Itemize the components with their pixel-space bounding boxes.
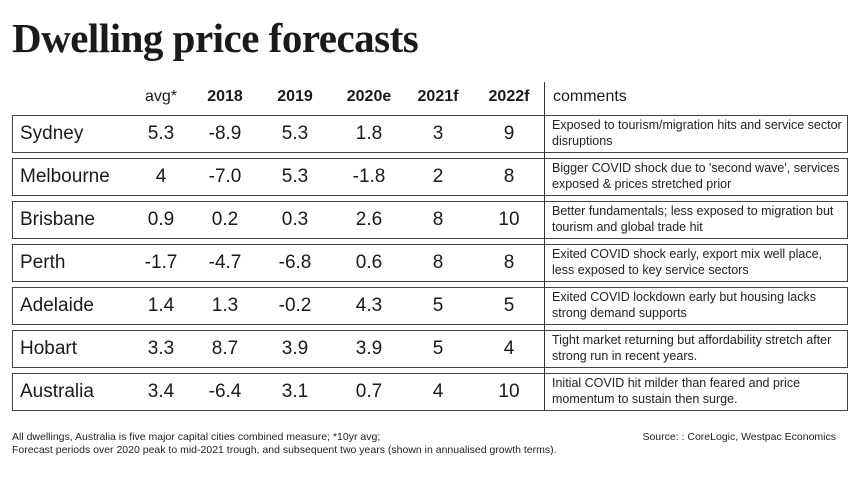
- table-row: Brisbane 0.9 0.2 0.3 2.6 8 10 Better fundamenta…: [12, 201, 848, 244]
- row-border: [12, 287, 848, 325]
- cell-city: Brisbane: [20, 209, 95, 230]
- cell-city: Australia: [20, 381, 94, 402]
- cell-city: Melbourne: [20, 166, 110, 187]
- cell-2019: 3.1: [281, 381, 309, 402]
- cell-comment: Exited COVID lockdown early but housing …: [552, 290, 817, 320]
- cell-comment: Exited COVID shock early, export mix wel…: [552, 247, 823, 277]
- cell-comment: Better fundamentals; less exposed to mig…: [552, 204, 834, 234]
- cell-comment: Tight market returning but affordability…: [552, 333, 832, 363]
- cell-2018: 8.7: [211, 338, 239, 359]
- header-2020e: 2020e: [346, 88, 392, 105]
- cell-comment: Bigger COVID shock due to 'second wave',…: [552, 161, 840, 191]
- table-row: Sydney 5.3 -8.9 5.3 1.8 3 9 Exposed to tourism/…: [12, 115, 848, 158]
- row-border: [12, 244, 848, 282]
- cell-2019: 5.3: [281, 123, 309, 144]
- cell-2018: -6.4: [208, 381, 242, 402]
- cell-2019: -6.8: [278, 252, 312, 273]
- cell-avg: 1.4: [147, 295, 175, 316]
- cell-2020e: 1.8: [355, 123, 383, 144]
- cell-2022f: 10: [498, 381, 520, 402]
- cell-avg: 3.3: [147, 338, 175, 359]
- cell-avg: 5.3: [147, 123, 175, 144]
- table-row: Adelaide 1.4 1.3 -0.2 4.3 5 5 Exited COVID lock…: [12, 287, 848, 330]
- row-border: [12, 330, 848, 368]
- cell-2021f: 3: [432, 123, 444, 144]
- footnote: All dwellings, Australia is five major c…: [12, 431, 557, 457]
- table-row: Melbourne 4 -7.0 5.3 -1.8 2 8 Bigger COVID shoc…: [12, 158, 848, 201]
- cell-city: Perth: [20, 252, 66, 273]
- cell-city: Adelaide: [20, 295, 94, 316]
- header-2022f: 2022f: [488, 88, 530, 105]
- cell-2021f: 5: [432, 295, 444, 316]
- header-avg: avg*: [144, 88, 178, 105]
- cell-city: Hobart: [20, 338, 78, 359]
- cell-2020e: 4.3: [355, 295, 383, 316]
- cell-2020e: -1.8: [352, 166, 386, 187]
- header-comments: comments: [553, 88, 627, 105]
- cell-2022f: 5: [503, 295, 515, 316]
- cell-2020e: 3.9: [355, 338, 383, 359]
- cell-avg: -1.7: [144, 252, 178, 273]
- cell-comment: Exposed to tourism/migration hits and se…: [552, 118, 842, 148]
- cell-2021f: 4: [432, 381, 444, 402]
- page-title: Dwelling price forecasts: [12, 15, 419, 61]
- cell-2019: -0.2: [278, 295, 312, 316]
- header-2019: 2019: [277, 88, 313, 105]
- cell-2019: 5.3: [281, 166, 309, 187]
- table-row: Australia 3.4 -6.4 3.1 0.7 4 10 Initial COVID h…: [12, 373, 848, 416]
- cell-2021f: 2: [432, 166, 444, 187]
- table-header: avg* 2018 2019 2020e 2021f 2022f comment…: [12, 82, 848, 115]
- cell-2022f: 8: [503, 166, 515, 187]
- cell-2022f: 8: [503, 252, 515, 273]
- row-border: [12, 373, 848, 411]
- source-note: Source: : CoreLogic, Westpac Economics: [642, 431, 836, 443]
- footnote-line-2: Forecast periods over 2020 peak to mid-2…: [12, 444, 557, 456]
- cell-avg: 3.4: [147, 381, 175, 402]
- cell-2020e: 2.6: [355, 209, 383, 230]
- table-row: Hobart 3.3 8.7 3.9 3.9 5 4 Tight market returni…: [12, 330, 848, 373]
- cell-2018: 1.3: [211, 295, 239, 316]
- forecast-table: avg* 2018 2019 2020e 2021f 2022f comment…: [12, 82, 848, 411]
- cell-2022f: 9: [503, 123, 515, 144]
- table-row: Perth -1.7 -4.7 -6.8 0.6 8 8 Exited COVID shock…: [12, 244, 848, 287]
- cell-avg: 4: [155, 166, 167, 187]
- cell-2018: 0.2: [211, 209, 239, 230]
- cell-2018: -7.0: [208, 166, 242, 187]
- column-divider: [544, 82, 545, 410]
- cell-2019: 0.3: [281, 209, 309, 230]
- cell-avg: 0.9: [147, 209, 175, 230]
- cell-2018: -8.9: [208, 123, 242, 144]
- cell-2020e: 0.6: [355, 252, 383, 273]
- cell-2022f: 4: [503, 338, 515, 359]
- footnote-line-1: All dwellings, Australia is five major c…: [12, 431, 381, 443]
- cell-2021f: 5: [432, 338, 444, 359]
- cell-2021f: 8: [432, 252, 444, 273]
- header-2018: 2018: [207, 88, 243, 105]
- row-border: [12, 201, 848, 239]
- cell-2022f: 10: [498, 209, 520, 230]
- cell-comment: Initial COVID hit milder than feared and…: [552, 376, 801, 406]
- cell-2018: -4.7: [208, 252, 242, 273]
- row-border: [12, 115, 848, 153]
- cell-city: Sydney: [20, 123, 84, 144]
- cell-2021f: 8: [432, 209, 444, 230]
- cell-2020e: 0.7: [355, 381, 383, 402]
- row-border: [12, 158, 848, 196]
- cell-2019: 3.9: [281, 338, 309, 359]
- header-2021f: 2021f: [417, 88, 459, 105]
